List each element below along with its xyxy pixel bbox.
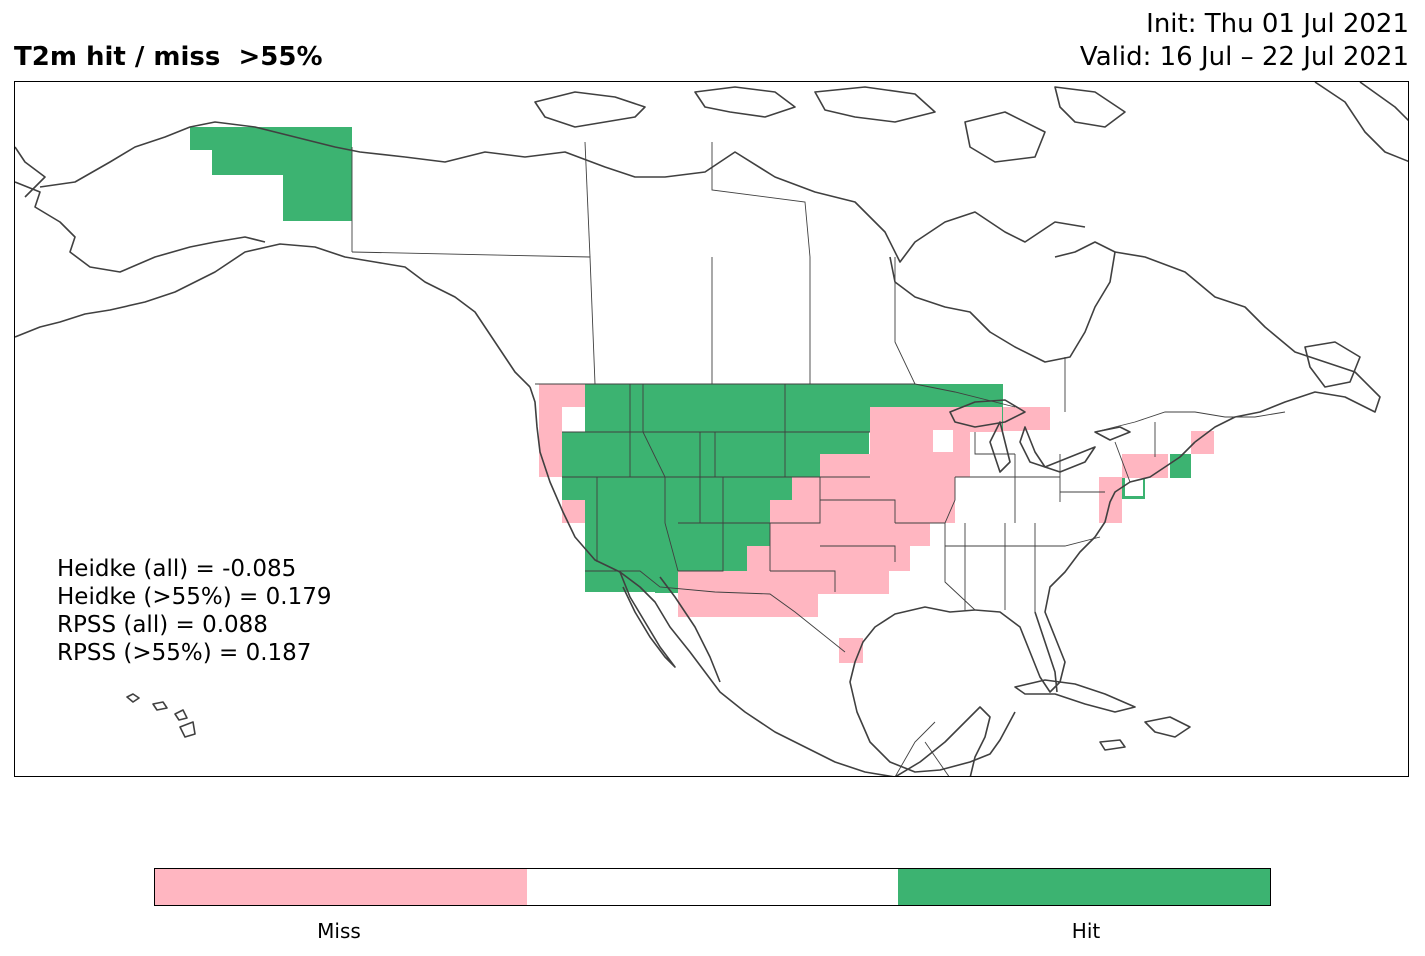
valid-date: Valid: 16 Jul – 22 Jul 2021: [1079, 42, 1409, 72]
miss-cell: [1003, 407, 1026, 431]
rpss-55-score: RPSS (>55%) = 0.187: [57, 640, 312, 666]
colorbar-neutral-segment: [526, 869, 899, 905]
miss-cell: [678, 571, 889, 594]
hit-cell: [190, 127, 352, 150]
miss-cell: [747, 546, 910, 571]
miss-cell: [539, 407, 562, 477]
miss-cell: [562, 500, 585, 523]
colorbar-hit-segment: [898, 869, 1271, 905]
miss-cell: [1191, 431, 1214, 454]
miss-cell: [870, 407, 1002, 432]
score-panel: Heidke (all) = -0.085 Heidke (>55%) = 0.…: [57, 555, 331, 667]
hit-cell: [562, 432, 869, 477]
miss-cell: [770, 523, 930, 546]
colorbar-miss-segment: [155, 869, 527, 905]
hit-cell: [283, 175, 352, 221]
miss-cell: [820, 454, 955, 477]
heidke-all-score: Heidke (all) = -0.085: [57, 556, 297, 582]
init-date: Init: Thu 01 Jul 2021: [1146, 9, 1409, 39]
hit-cell: [212, 150, 352, 175]
miss-cell: [1026, 407, 1050, 430]
rpss-all-score: RPSS (all) = 0.088: [57, 612, 268, 638]
map-svg: [15, 82, 1408, 776]
map-title: T2m hit / miss >55%: [14, 42, 323, 72]
miss-cells: [539, 384, 1214, 663]
colorbar-hit-label: Hit: [1071, 919, 1101, 943]
coastlines: [15, 82, 1408, 776]
hit-cell: [585, 523, 770, 571]
map-panel: [14, 81, 1409, 777]
borders: [351, 141, 1286, 776]
hit-cell: [562, 500, 792, 523]
miss-cell: [770, 500, 955, 523]
heidke-55-score: Heidke (>55%) = 0.179: [57, 584, 332, 610]
colorbar-miss-label: Miss: [317, 919, 361, 943]
miss-cell: [539, 384, 585, 407]
date-info: Init: Thu 01 Jul 2021 Valid: 16 Jul – 22…: [1080, 8, 1409, 74]
hit-cell: [655, 571, 678, 593]
miss-cell: [1122, 454, 1168, 478]
miss-cell: [792, 477, 955, 500]
miss-cell: [770, 594, 818, 617]
colorbar: [154, 868, 1271, 906]
